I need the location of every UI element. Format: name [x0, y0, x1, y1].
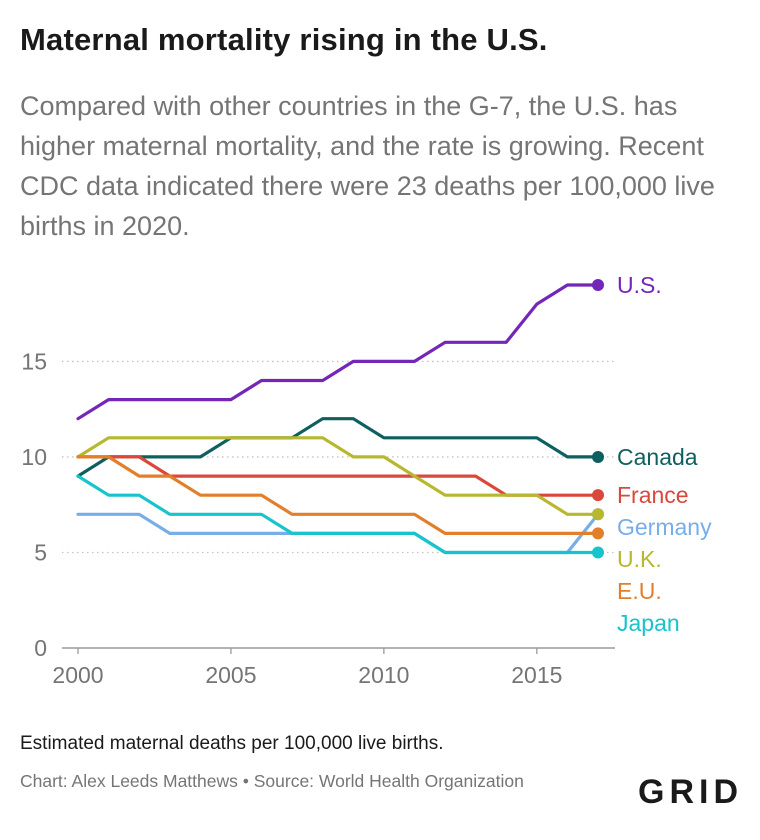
series-end-dot	[592, 508, 604, 521]
gridlines	[62, 360, 615, 649]
chart-credit: Chart: Alex Leeds Matthews • Source: Wor…	[20, 771, 524, 791]
chart-note: Estimated maternal deaths per 100,000 li…	[20, 733, 444, 754]
y-tick-label: 0	[34, 635, 47, 661]
series-label: Japan	[617, 610, 680, 636]
x-tick-label: 2000	[52, 662, 103, 688]
series-label: Germany	[617, 514, 712, 540]
series-line	[76, 283, 600, 421]
series-end-dot	[592, 527, 604, 540]
y-axis: 0 5 10 15	[21, 348, 47, 661]
series-label: Canada	[617, 444, 698, 470]
y-tick-label: 10	[21, 444, 47, 470]
series-lines	[76, 279, 604, 559]
grid-logo: GRID	[638, 773, 743, 811]
y-tick-label: 15	[21, 348, 47, 374]
series-label: France	[617, 482, 689, 508]
series-labels: U.S. Canada France Germany U.K. E.U. Japan	[617, 272, 712, 636]
series-label: E.U.	[617, 578, 662, 604]
x-tick-label: 2010	[358, 662, 409, 688]
x-tick-label: 2005	[205, 662, 256, 688]
series-line	[76, 417, 600, 478]
series-end-dot	[592, 489, 604, 502]
series-line	[76, 436, 600, 516]
series-end-dot	[592, 546, 604, 559]
series-label: U.K.	[617, 546, 662, 572]
y-tick-label: 5	[34, 539, 47, 565]
series-line	[76, 474, 600, 555]
x-tick-label: 2015	[511, 662, 562, 688]
series-end-dot	[592, 450, 604, 463]
x-axis: 2000 2005 2010 2015	[52, 648, 562, 688]
series-label: U.S.	[617, 272, 662, 298]
chart-subtitle: Compared with other countries in the G-7…	[20, 91, 715, 241]
series-line	[76, 455, 600, 535]
series-end-dot	[592, 279, 604, 291]
line-chart: 0 5 10 15 2000 2005 2010 2015 U.S. Canada France…	[21, 272, 712, 688]
chart-title: Maternal mortality rising in the U.S.	[20, 22, 548, 57]
